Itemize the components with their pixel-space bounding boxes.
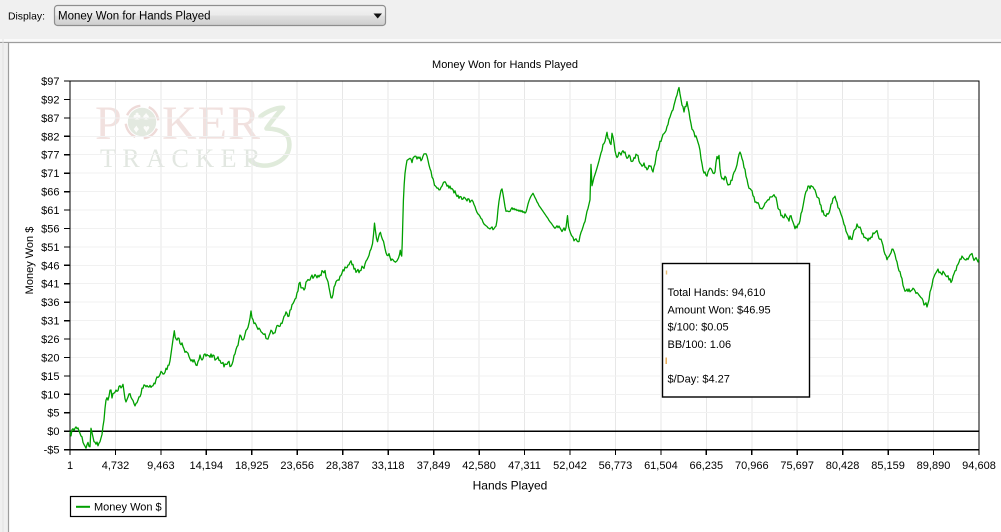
svg-text:14,194: 14,194 <box>189 460 223 472</box>
svg-text:$41: $41 <box>41 279 59 291</box>
svg-text:♠: ♠ <box>143 111 149 123</box>
svg-text:1: 1 <box>67 460 73 472</box>
svg-text:$56: $56 <box>41 223 59 235</box>
svg-text:75,697: 75,697 <box>780 460 814 472</box>
svg-text:Money Won for Hands Played: Money Won for Hands Played <box>432 59 578 71</box>
svg-text:$15: $15 <box>41 371 59 383</box>
svg-text:$61: $61 <box>41 205 59 217</box>
svg-text:94,608: 94,608 <box>962 460 996 472</box>
svg-text:Total Hands: 94,610: Total Hands: 94,610 <box>668 287 766 299</box>
svg-text:$20: $20 <box>41 352 59 364</box>
svg-text:Display:: Display: <box>8 11 45 22</box>
svg-text:$/100: $0.05: $/100: $0.05 <box>668 322 729 334</box>
svg-text:9,463: 9,463 <box>147 460 175 472</box>
svg-text:$66: $66 <box>41 187 59 199</box>
svg-text:89,890: 89,890 <box>917 460 951 472</box>
svg-text:KER: KER <box>162 97 261 150</box>
svg-text:52,042: 52,042 <box>553 460 587 472</box>
svg-text:$97: $97 <box>41 76 59 88</box>
svg-text:4,732: 4,732 <box>102 460 130 472</box>
svg-text:18,925: 18,925 <box>235 460 269 472</box>
svg-text:$82: $82 <box>41 131 59 143</box>
svg-text:$/Day: $4.27: $/Day: $4.27 <box>668 374 730 386</box>
svg-text:61,504: 61,504 <box>644 460 678 472</box>
svg-text:$26: $26 <box>41 334 59 346</box>
svg-text:-$5: -$5 <box>44 445 60 457</box>
svg-text:Money Won for Hands Played: Money Won for Hands Played <box>58 11 211 23</box>
svg-text:♦: ♦ <box>133 123 139 135</box>
svg-text:♣: ♣ <box>133 111 141 123</box>
svg-text:56,773: 56,773 <box>599 460 633 472</box>
svg-text:85,159: 85,159 <box>871 460 905 472</box>
svg-text:$31: $31 <box>41 316 59 328</box>
svg-text:TRACKER: TRACKER <box>100 144 267 173</box>
svg-text:37,849: 37,849 <box>417 460 451 472</box>
svg-text:Money Won $: Money Won $ <box>94 502 162 514</box>
svg-text:♥: ♥ <box>143 123 150 135</box>
svg-text:BB/100: 1.06: BB/100: 1.06 <box>668 339 732 351</box>
svg-text:42,580: 42,580 <box>462 460 496 472</box>
svg-text:$92: $92 <box>41 94 59 106</box>
svg-text:$87: $87 <box>41 113 59 125</box>
svg-text:$77: $77 <box>41 150 59 162</box>
svg-text:$46: $46 <box>41 260 59 272</box>
svg-text:$71: $71 <box>41 168 59 180</box>
svg-text:66,235: 66,235 <box>689 460 723 472</box>
svg-text:P: P <box>95 97 122 150</box>
svg-text:$36: $36 <box>41 297 59 309</box>
svg-text:28,387: 28,387 <box>326 460 360 472</box>
svg-text:Amount Won: $46.95: Amount Won: $46.95 <box>668 304 771 316</box>
svg-text:70,966: 70,966 <box>735 460 769 472</box>
svg-text:23,656: 23,656 <box>280 460 314 472</box>
svg-text:47,311: 47,311 <box>508 460 541 472</box>
svg-text:80,428: 80,428 <box>826 460 860 472</box>
svg-text:$0: $0 <box>47 426 59 438</box>
svg-text:Hands Played: Hands Played <box>473 479 548 493</box>
svg-text:$10: $10 <box>41 389 59 401</box>
svg-text:$51: $51 <box>41 242 59 254</box>
svg-text:Money Won $: Money Won $ <box>24 227 36 295</box>
svg-text:$5: $5 <box>47 408 59 420</box>
svg-text:33,118: 33,118 <box>372 460 405 472</box>
